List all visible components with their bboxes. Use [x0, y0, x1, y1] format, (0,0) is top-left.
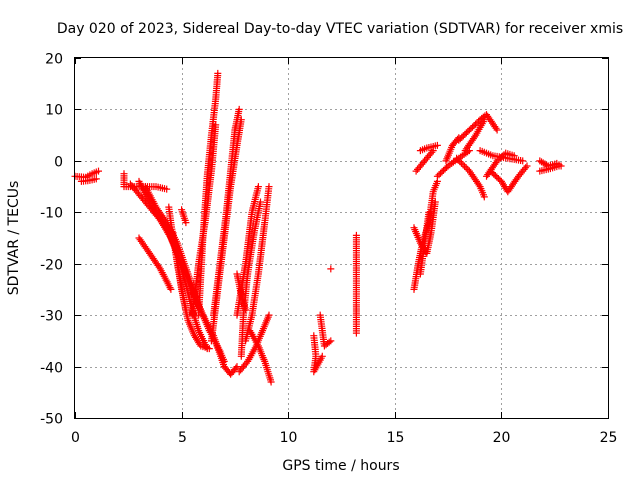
data-point	[438, 168, 446, 176]
data-point	[425, 208, 433, 216]
plot-frame	[74, 57, 609, 419]
data-point	[455, 136, 463, 144]
y-tick-label: 10	[45, 103, 63, 119]
data-point	[555, 162, 563, 170]
data-point	[493, 173, 501, 181]
data-point	[522, 164, 530, 172]
data-point	[242, 306, 250, 314]
data-point	[480, 116, 488, 124]
x-tick-label: 20	[493, 430, 511, 446]
data-point	[464, 128, 472, 135]
data-point	[459, 132, 467, 140]
data-point	[327, 337, 335, 345]
data-point	[212, 121, 220, 129]
data-point	[233, 363, 241, 371]
data-point	[242, 359, 250, 367]
data-point	[163, 185, 171, 193]
data-point	[237, 116, 245, 124]
x-tick-label: 0	[71, 430, 80, 446]
data-point	[431, 198, 439, 206]
data-point	[488, 169, 496, 177]
data-point	[459, 161, 467, 169]
data-point	[433, 172, 441, 180]
data-point	[469, 123, 476, 131]
data-point	[205, 345, 213, 353]
data-point	[182, 219, 190, 227]
data-point	[327, 265, 335, 273]
y-tick-label: -20	[40, 258, 63, 274]
axis-ticks: 0 5 10 15 20 25 -50 -40 -30 -20 -10 0 10 20	[40, 52, 617, 447]
y-tick-label: -50	[40, 412, 63, 428]
data-point	[325, 338, 333, 346]
data-point	[473, 119, 481, 127]
data-point	[523, 162, 531, 170]
data-point	[475, 181, 483, 189]
y-tick-label: -30	[40, 309, 63, 325]
data-point	[318, 352, 326, 360]
x-tick-label: 25	[600, 430, 618, 446]
data-point	[462, 164, 470, 172]
x-tick-label: 5	[178, 430, 187, 446]
y-tick-label: 0	[54, 155, 63, 171]
y-tick-label: -10	[40, 206, 63, 222]
data-point	[457, 159, 465, 167]
data-point	[480, 193, 488, 201]
data-point	[95, 167, 102, 175]
data-point	[92, 175, 100, 183]
data-point	[433, 141, 441, 149]
data-point	[352, 329, 360, 337]
data-series	[71, 69, 565, 386]
y-axis-label: SDTVAR / TECUs	[6, 181, 22, 296]
y-tick-label: -40	[40, 361, 63, 377]
data-point	[265, 311, 273, 319]
x-axis-label: GPS time / hours	[282, 458, 399, 474]
data-point	[265, 183, 273, 191]
data-point	[428, 148, 436, 156]
x-tick-label: 15	[387, 430, 405, 446]
data-point	[456, 158, 464, 165]
data-point	[167, 285, 175, 293]
data-point	[492, 124, 500, 132]
data-point	[267, 378, 275, 386]
data-point	[254, 183, 262, 191]
data-point	[519, 157, 527, 165]
data-point	[454, 156, 462, 164]
data-point	[257, 198, 264, 206]
data-point	[232, 364, 240, 372]
data-point	[235, 105, 243, 113]
y-tick-label: 20	[45, 52, 63, 68]
grid	[75, 58, 608, 418]
x-tick-label: 10	[280, 430, 298, 446]
data-point	[487, 167, 495, 175]
data-point	[182, 306, 190, 314]
data-point	[493, 126, 501, 134]
data-point	[461, 162, 469, 170]
data-point	[453, 154, 461, 162]
data-point	[214, 69, 222, 77]
chart-title: Day 020 of 2023, Sidereal Day-to-day VTE…	[57, 21, 623, 37]
data-point	[220, 357, 228, 365]
